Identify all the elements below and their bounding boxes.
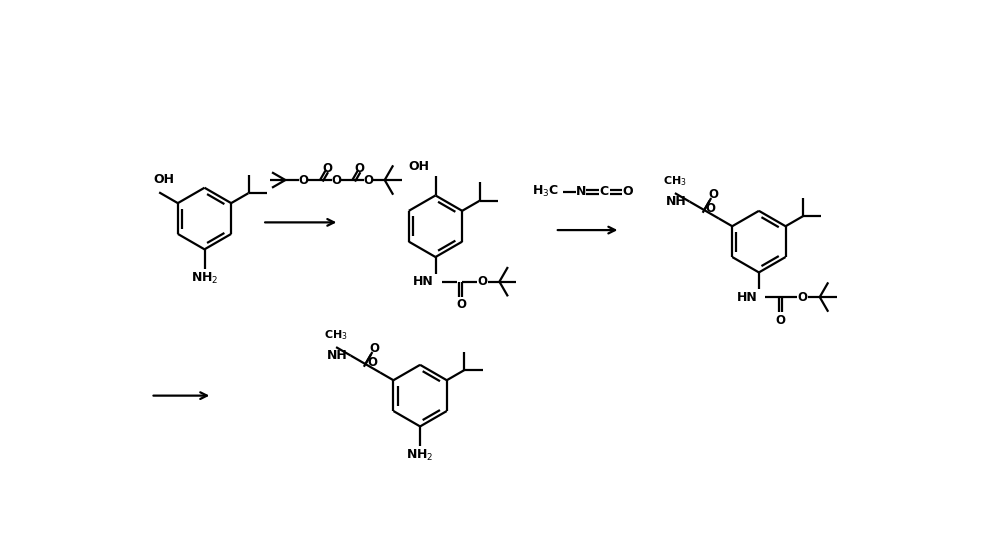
Text: OH: OH [153, 173, 174, 186]
Text: N: N [576, 185, 586, 198]
Text: O: O [364, 174, 374, 187]
Text: C: C [600, 185, 609, 198]
Text: O: O [457, 298, 467, 311]
Text: O: O [477, 275, 487, 288]
Text: O: O [622, 185, 633, 198]
Text: HN: HN [737, 291, 757, 304]
Text: O: O [706, 202, 716, 216]
Text: O: O [370, 341, 380, 355]
Text: O: O [708, 188, 718, 201]
Text: CH$_3$: CH$_3$ [324, 329, 348, 343]
Text: O: O [775, 314, 785, 326]
Text: OH: OH [408, 160, 429, 173]
Text: NH: NH [666, 195, 686, 208]
Text: O: O [322, 162, 332, 174]
Text: NH$_2$: NH$_2$ [406, 448, 434, 463]
Text: O: O [299, 174, 309, 187]
Text: O: O [367, 356, 377, 369]
Text: O: O [798, 291, 808, 304]
Text: H$_3$C: H$_3$C [532, 184, 559, 199]
Text: CH$_3$: CH$_3$ [663, 175, 687, 188]
Text: O: O [331, 174, 341, 187]
Text: NH: NH [327, 349, 348, 362]
Text: NH$_2$: NH$_2$ [191, 271, 218, 286]
Text: O: O [354, 162, 364, 174]
Text: HN: HN [413, 275, 434, 288]
